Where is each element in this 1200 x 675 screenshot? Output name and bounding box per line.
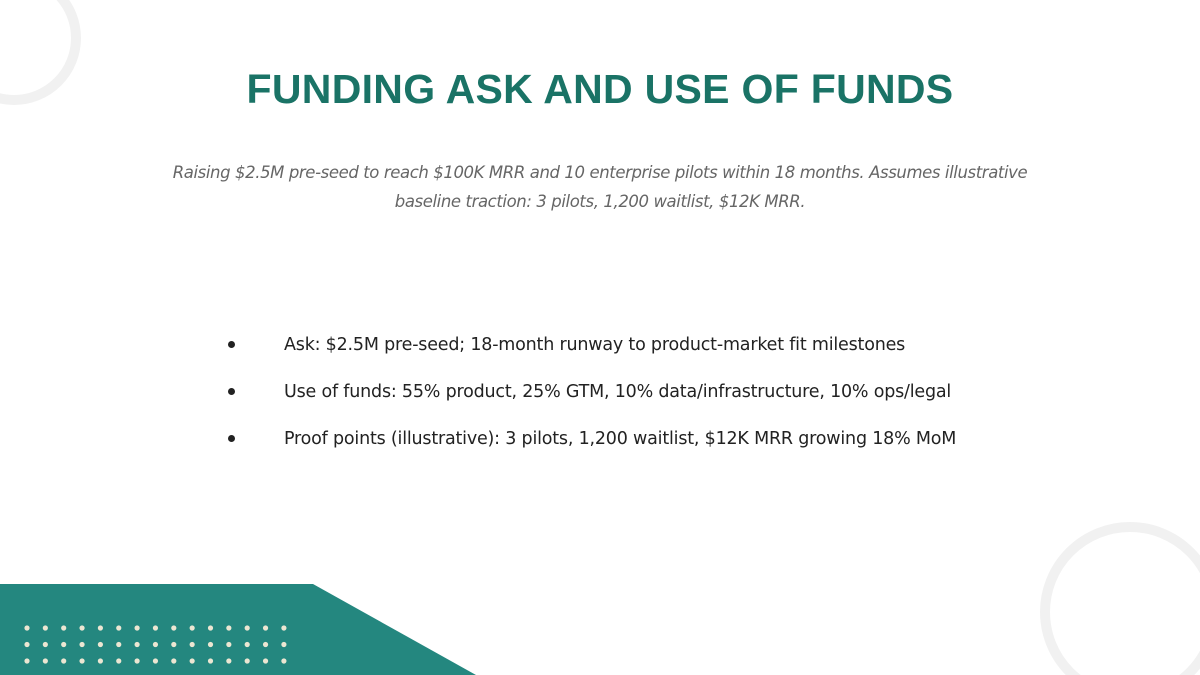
dot bbox=[116, 658, 122, 664]
dot bbox=[152, 641, 159, 648]
dot bbox=[134, 625, 140, 631]
dot bbox=[171, 641, 177, 648]
dot bbox=[61, 641, 67, 648]
dot bbox=[24, 625, 30, 631]
dot bbox=[79, 641, 85, 648]
dot bbox=[244, 658, 250, 664]
dot bbox=[281, 625, 287, 631]
dot bbox=[226, 625, 232, 631]
dot bbox=[262, 641, 269, 648]
dot bbox=[226, 658, 232, 664]
dot bbox=[61, 625, 67, 631]
dot bbox=[134, 658, 140, 664]
dot bbox=[189, 625, 195, 631]
dot bbox=[262, 625, 269, 631]
dot bbox=[189, 641, 195, 648]
dot bbox=[134, 641, 140, 648]
dot bbox=[152, 658, 159, 664]
dot bbox=[116, 625, 122, 631]
ring-bottom-right bbox=[1040, 522, 1200, 675]
dot bbox=[262, 658, 269, 664]
slide-title: FUNDING ASK AND USE OF FUNDS bbox=[246, 66, 954, 112]
dot bbox=[207, 641, 214, 648]
dot bbox=[97, 641, 103, 648]
dot bbox=[171, 658, 177, 664]
dot bbox=[244, 641, 250, 648]
dot bbox=[61, 658, 67, 664]
bullet-icon bbox=[228, 388, 235, 395]
ring-top-left bbox=[0, 0, 81, 105]
dot bbox=[97, 625, 103, 631]
dot bbox=[152, 625, 159, 631]
bullet-icon bbox=[228, 435, 235, 442]
dot bbox=[24, 641, 30, 648]
dot bbox=[79, 625, 85, 631]
dot bbox=[116, 641, 122, 648]
bullet-list: Ask: $2.5M pre-seed; 18-month runway to … bbox=[228, 333, 956, 474]
dot bbox=[24, 658, 30, 664]
bullet-text: Use of funds: 55% product, 25% GTM, 10% … bbox=[284, 382, 952, 402]
dot bbox=[281, 641, 287, 648]
dot bbox=[207, 625, 214, 631]
dot bbox=[244, 625, 250, 631]
slide-subtitle: Raising $2.5M pre-seed to reach $100K MR… bbox=[172, 163, 1028, 211]
dot bbox=[42, 625, 48, 631]
bullet-item: Ask: $2.5M pre-seed; 18-month runway to … bbox=[228, 333, 956, 380]
dot bbox=[171, 625, 177, 631]
dot bbox=[42, 658, 48, 664]
dot bbox=[79, 658, 85, 664]
dot bbox=[281, 658, 287, 664]
dot bbox=[189, 658, 195, 664]
dot bbox=[226, 641, 232, 648]
dot bbox=[207, 658, 214, 664]
bullet-item: Proof points (illustrative): 3 pilots, 1… bbox=[228, 427, 956, 474]
dot bbox=[97, 658, 103, 664]
dot-grid bbox=[24, 625, 287, 664]
teal-band bbox=[0, 584, 476, 675]
bullet-icon bbox=[228, 341, 235, 348]
bullet-text: Proof points (illustrative): 3 pilots, 1… bbox=[284, 429, 957, 449]
bullet-text: Ask: $2.5M pre-seed; 18-month runway to … bbox=[284, 335, 906, 355]
bullet-item: Use of funds: 55% product, 25% GTM, 10% … bbox=[228, 380, 956, 427]
dot bbox=[42, 641, 48, 648]
